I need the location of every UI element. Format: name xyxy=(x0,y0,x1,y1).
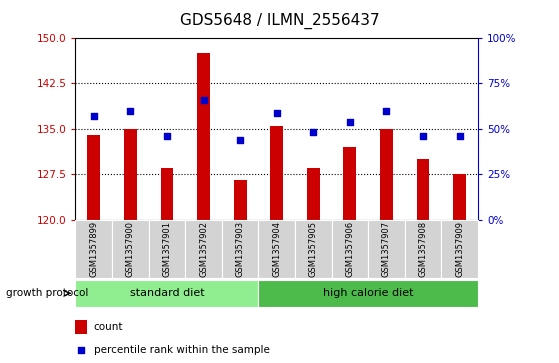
Text: GSM1357906: GSM1357906 xyxy=(345,221,354,277)
Point xyxy=(89,113,98,119)
Bar xyxy=(75,320,87,334)
Text: GSM1357903: GSM1357903 xyxy=(235,221,245,277)
Bar xyxy=(112,220,149,278)
Point xyxy=(455,133,464,139)
Text: GSM1357905: GSM1357905 xyxy=(309,221,318,277)
Text: standard diet: standard diet xyxy=(130,288,204,298)
Bar xyxy=(331,220,368,278)
Bar xyxy=(222,220,258,278)
Bar xyxy=(258,280,478,307)
Point xyxy=(199,97,208,103)
Bar xyxy=(453,174,466,220)
Text: percentile rank within the sample: percentile rank within the sample xyxy=(93,345,269,355)
Point xyxy=(163,133,172,139)
Bar xyxy=(416,159,429,220)
Text: count: count xyxy=(93,322,123,332)
Text: GSM1357902: GSM1357902 xyxy=(199,221,208,277)
Point xyxy=(419,133,428,139)
Bar xyxy=(343,147,356,220)
Text: GSM1357899: GSM1357899 xyxy=(89,221,98,277)
Text: GSM1357900: GSM1357900 xyxy=(126,221,135,277)
Bar xyxy=(405,220,442,278)
Text: growth protocol: growth protocol xyxy=(6,288,88,298)
Point xyxy=(272,110,281,115)
Bar xyxy=(271,126,283,220)
Text: GSM1357904: GSM1357904 xyxy=(272,221,281,277)
Bar xyxy=(442,220,478,278)
Bar xyxy=(185,220,222,278)
Bar xyxy=(75,220,112,278)
Bar xyxy=(295,220,331,278)
Bar xyxy=(197,53,210,220)
Point xyxy=(77,347,86,353)
Text: GSM1357907: GSM1357907 xyxy=(382,221,391,277)
Bar xyxy=(75,280,258,307)
Point xyxy=(345,119,354,125)
Text: GSM1357908: GSM1357908 xyxy=(419,221,428,277)
Bar xyxy=(380,129,393,220)
Bar xyxy=(258,220,295,278)
Point xyxy=(382,108,391,114)
Bar xyxy=(160,168,173,220)
Text: high calorie diet: high calorie diet xyxy=(323,288,414,298)
Text: GDS5648 / ILMN_2556437: GDS5648 / ILMN_2556437 xyxy=(179,13,380,29)
Point xyxy=(126,108,135,114)
Bar xyxy=(234,180,247,220)
Text: GSM1357909: GSM1357909 xyxy=(455,221,464,277)
Point xyxy=(236,137,245,143)
Bar xyxy=(368,220,405,278)
Text: GSM1357901: GSM1357901 xyxy=(163,221,172,277)
Point xyxy=(309,130,318,135)
Bar xyxy=(307,168,320,220)
Bar xyxy=(124,129,137,220)
Bar xyxy=(149,220,185,278)
Bar xyxy=(87,135,100,220)
